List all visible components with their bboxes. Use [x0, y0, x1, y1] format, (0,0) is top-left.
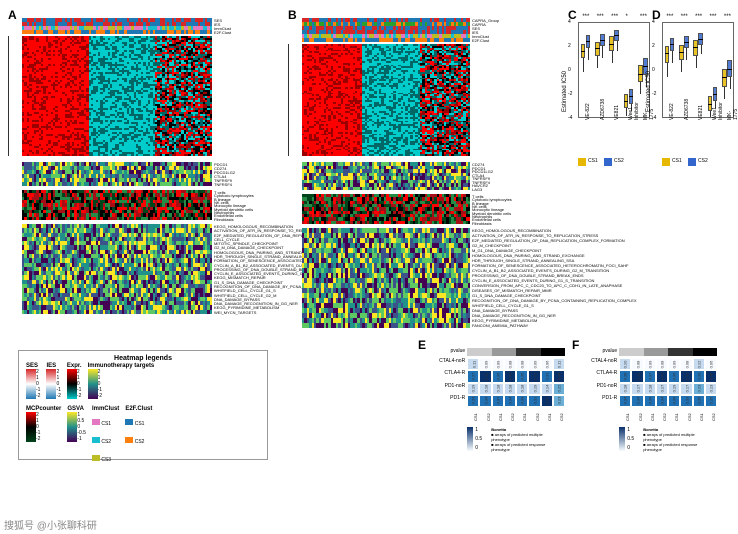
heatmap-B: CAPRA_GroupCAPRASESIESImmClustE2F.Clust	[302, 18, 470, 156]
dotmatrix-E: pvalueCTAL4-noR0.110.090.090.080.080.090…	[428, 348, 568, 418]
panel-F-label: F	[572, 338, 579, 352]
dotmatrix-F: pvalueCTAL4-noR0.100.080.090.080.090.080…	[580, 348, 720, 418]
heatmap-A-mcp: T cellsCytotoxic lymphocytesB lineageNK …	[22, 190, 212, 220]
heatmap-legends: Heatmap legendsSES210-1-2IES210-1-2Expr.…	[18, 350, 268, 460]
boxplot-C: -4-2024Estimated IC50***VE-822***AZD6738…	[578, 22, 650, 118]
heatmap-B-immuno: CD274PDCD1PDCD1LG2CTLA4TNFRSF9TNFRSF4HAV…	[302, 162, 470, 190]
heatmap-A: SESIESImmClustE2F.Clust	[22, 18, 212, 156]
heatmap-A-gsva: KEGG_HOMOLOGOUS_RECOMBINATIONACTIVATION_…	[22, 224, 212, 314]
heatmap-B-mcp: T cellsCytotoxic lymphocytesB lineageNK …	[302, 194, 470, 224]
watermark: 搜狐号 @小张聊科研	[4, 517, 97, 532]
panel-E-label: E	[418, 338, 426, 352]
panel-A-label: A	[8, 8, 17, 22]
boxplot-D: -4-2024Estimated IC50***VE-822***AZD6738…	[662, 22, 734, 118]
panel-B-label: B	[288, 8, 297, 22]
heatmap-A-immuno: PDCD1CD274PDCD1LG2CTLA4TNFRSF9TNFRSF4	[22, 162, 212, 186]
heatmap-B-gsva: KEGG_HOMOLOGOUS_RECOMBINATIONACTIVATION_…	[302, 228, 470, 328]
